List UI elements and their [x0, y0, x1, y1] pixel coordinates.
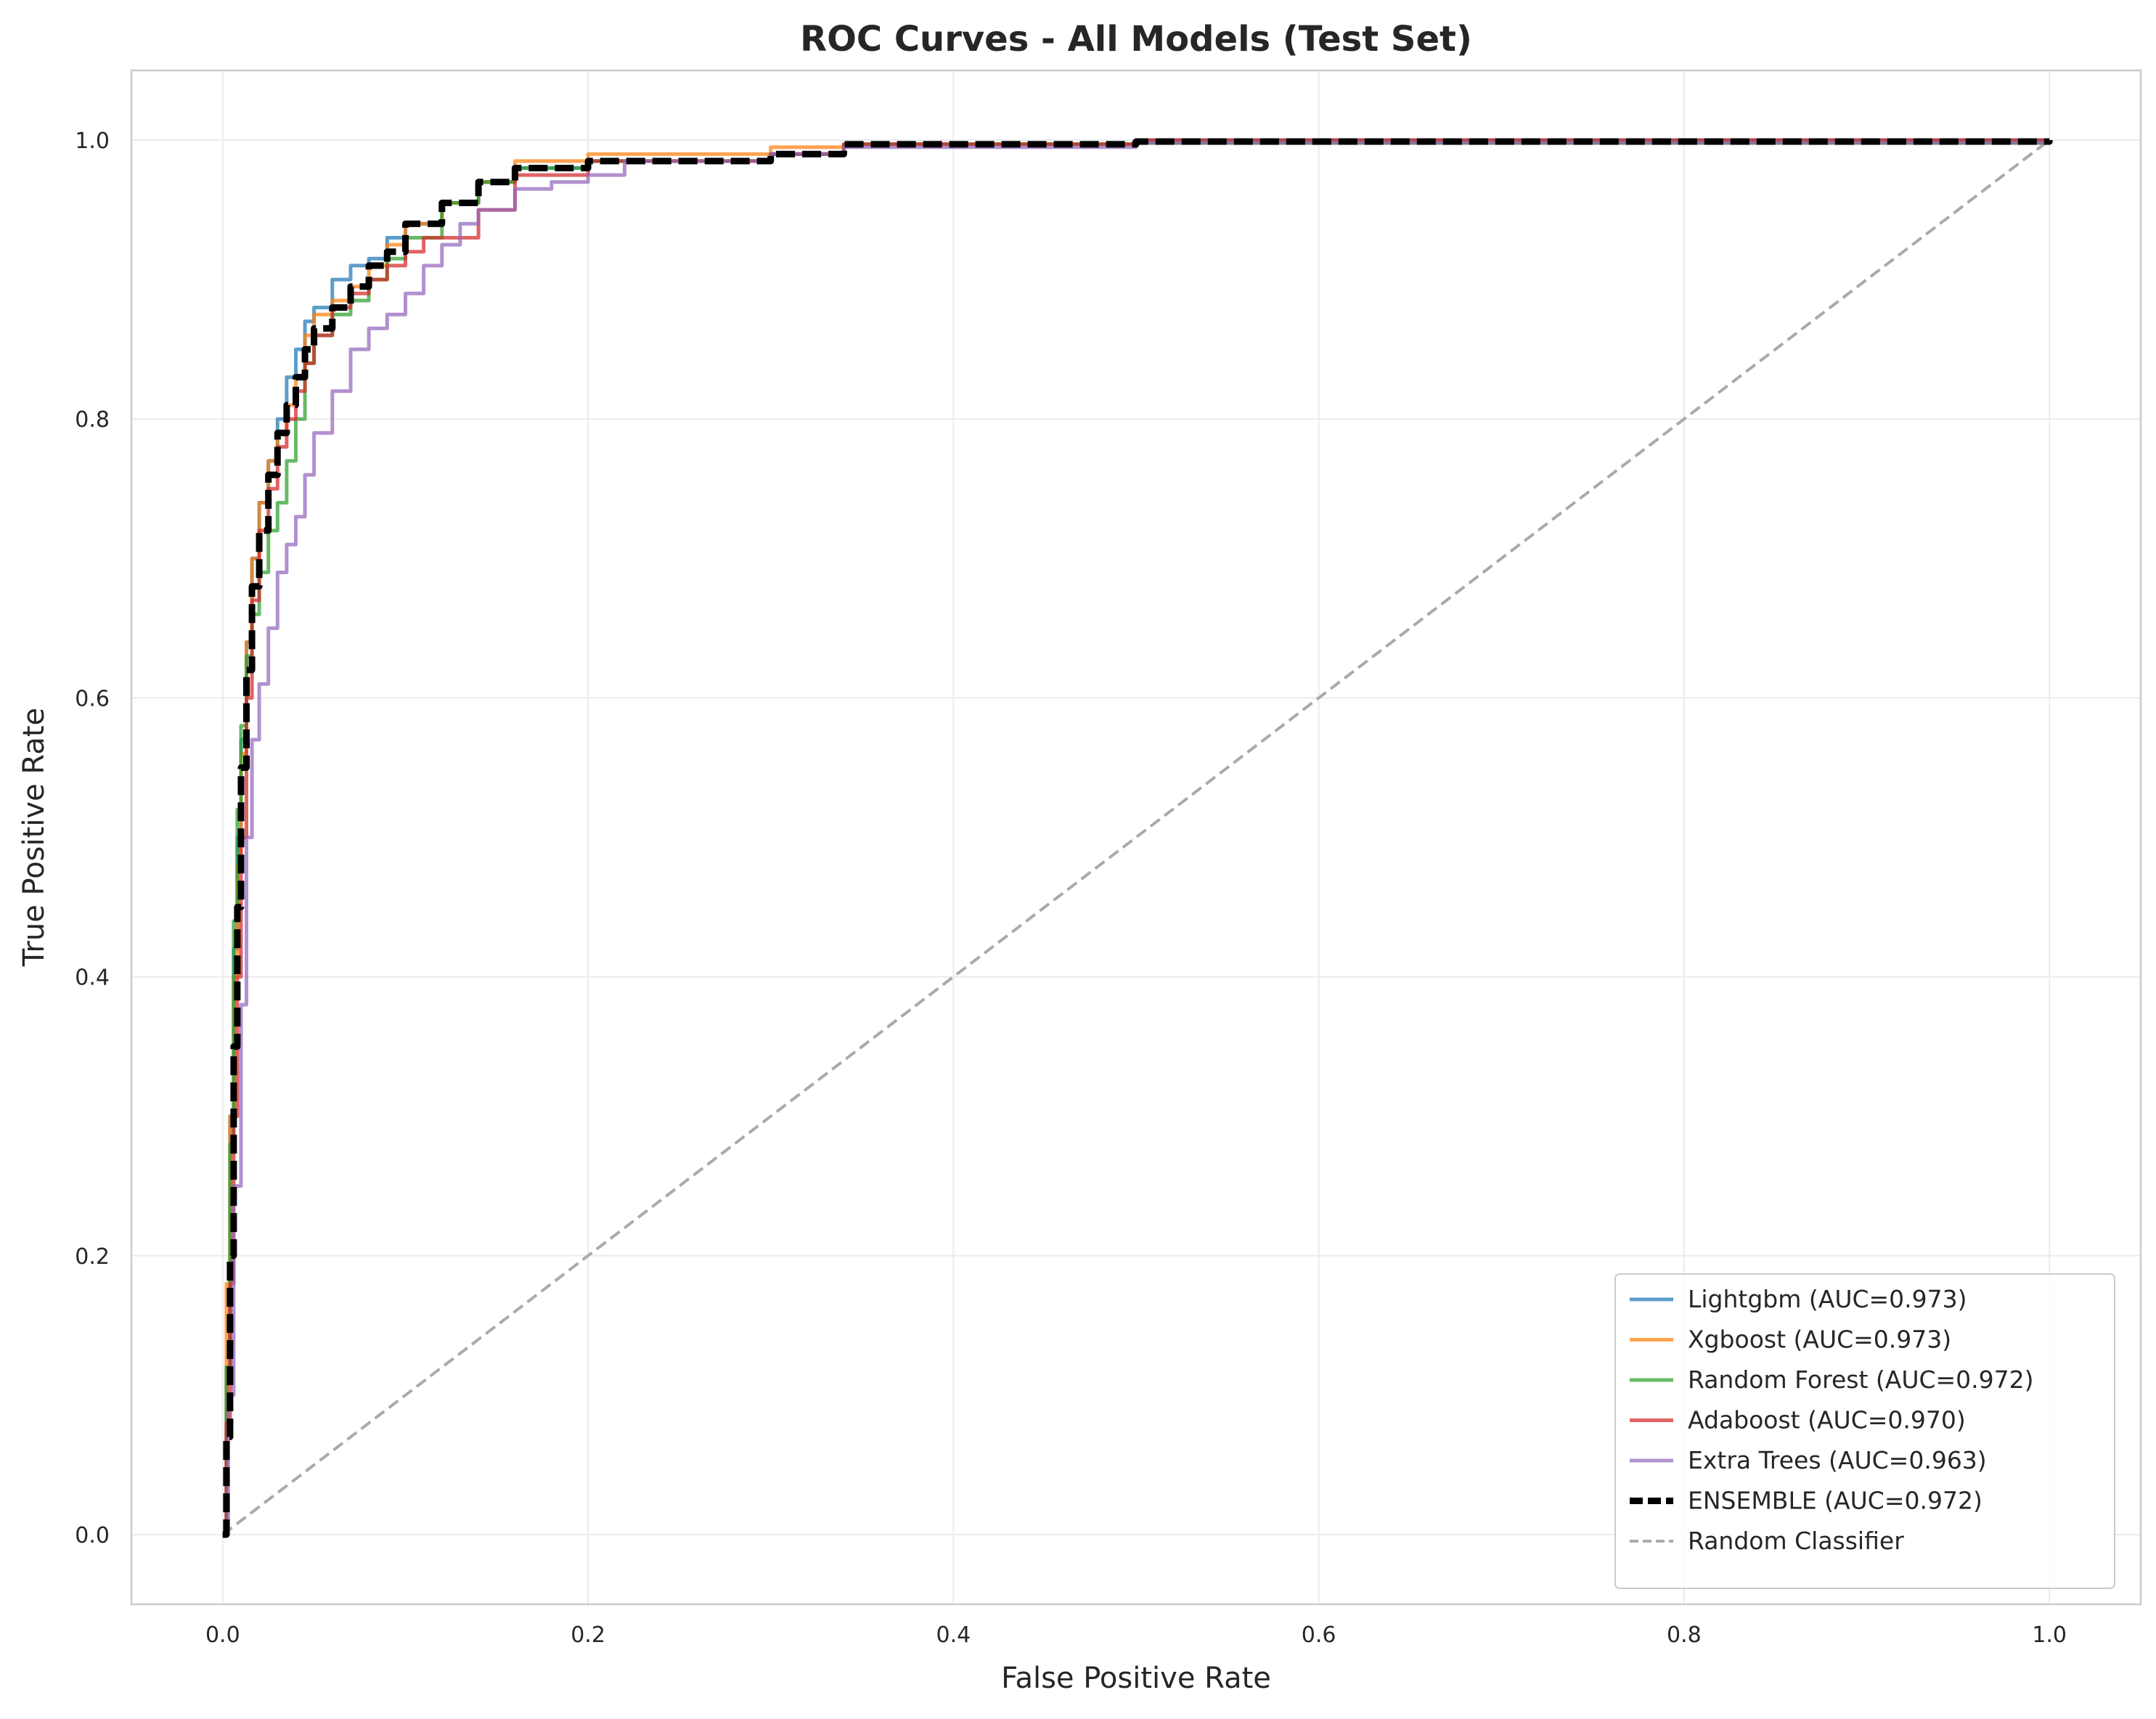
legend-label: Lightgbm (AUC=0.973)	[1688, 1285, 1967, 1313]
x-tick-label: 0.0	[205, 1622, 240, 1648]
series-line-5	[222, 138, 2053, 1538]
legend-label: ENSEMBLE (AUC=0.972)	[1688, 1487, 1983, 1515]
y-tick-label: 0.6	[75, 686, 110, 711]
x-tick-label: 0.2	[571, 1622, 605, 1648]
legend-label: Random Classifier	[1688, 1527, 1904, 1555]
y-tick-label: 0.8	[75, 407, 110, 433]
y-axis-label: True Positive Rate	[17, 708, 51, 967]
legend-label: Adaboost (AUC=0.970)	[1688, 1406, 1966, 1434]
x-tick-label: 1.0	[2032, 1622, 2067, 1648]
legend-entries: Lightgbm (AUC=0.973) Xgboost (AUC=0.973) R…	[1630, 1285, 2034, 1555]
x-tick-label: 0.8	[1667, 1622, 1702, 1648]
y-tick-label: 0.2	[75, 1244, 110, 1270]
legend: Lightgbm (AUC=0.973) Xgboost (AUC=0.973) R…	[1614, 1273, 2115, 1589]
legend-label: Extra Trees (AUC=0.963)	[1688, 1446, 1987, 1474]
x-tick-label: 0.4	[936, 1622, 971, 1648]
series-layer	[221, 138, 2053, 1538]
y-tick-labels: 0.0 0.2 0.4 0.6 0.8 1.0	[75, 128, 110, 1548]
series-line-4	[222, 140, 2051, 1537]
legend-label: Random Forest (AUC=0.972)	[1688, 1365, 2034, 1394]
y-tick-label: 0.4	[75, 965, 110, 991]
y-tick-label: 1.0	[75, 128, 110, 154]
chart-title: ROC Curves - All Models (Test Set)	[800, 19, 1472, 60]
legend-box	[1614, 1273, 2115, 1589]
x-tick-labels: 0.0 0.2 0.4 0.6 0.8 1.0	[205, 1622, 2067, 1648]
plot-frame	[130, 69, 2142, 1606]
y-tick-label: 0.0	[75, 1523, 110, 1548]
x-axis-label: False Positive Rate	[1001, 1662, 1271, 1695]
x-tick-label: 0.6	[1302, 1622, 1336, 1648]
legend-label: Xgboost (AUC=0.973)	[1688, 1326, 1951, 1354]
